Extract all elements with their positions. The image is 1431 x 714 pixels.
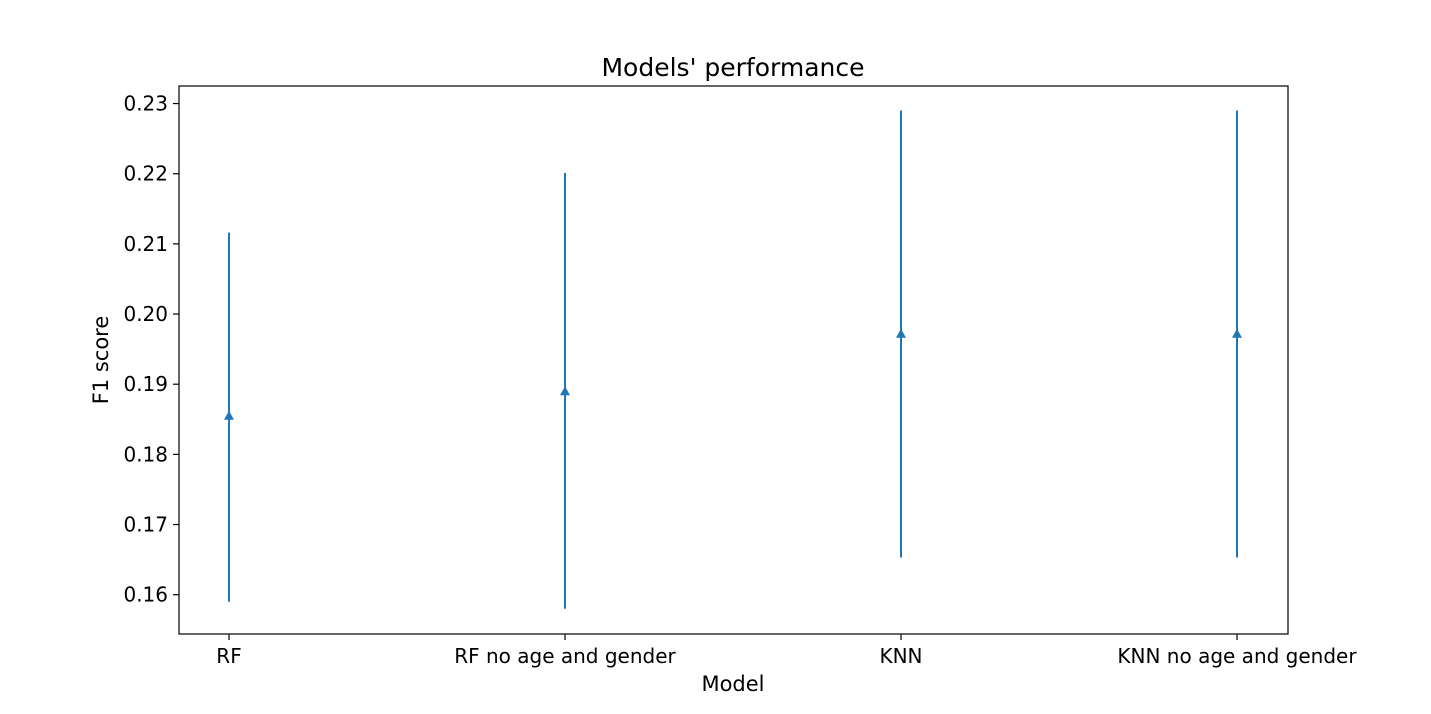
y-tick-label: 0.17 (123, 513, 168, 537)
chart-title: Models' performance (601, 53, 864, 82)
data-point (560, 386, 570, 396)
plot-area (178, 85, 1289, 635)
x-axis-label: Model (701, 672, 764, 696)
x-tick-label: KNN (879, 644, 922, 668)
x-axis: RF RF no age and gender KNN KNN no age and … (216, 634, 1357, 668)
y-tick-label: 0.19 (123, 372, 168, 396)
y-tick-label: 0.18 (123, 442, 168, 466)
y-tick-label: 0.16 (123, 583, 168, 607)
x-tick-label: RF (216, 644, 241, 668)
y-axis-label: F1 score (89, 316, 113, 405)
data-series (224, 110, 1242, 609)
y-tick-label: 0.20 (123, 302, 168, 326)
data-point (1232, 328, 1242, 338)
data-point (896, 328, 906, 338)
y-tick-label: 0.23 (123, 92, 168, 116)
x-tick-label: RF no age and gender (454, 644, 676, 668)
y-tick-label: 0.21 (123, 232, 168, 256)
y-axis: 0.16 0.17 0.18 0.19 0.20 0.21 0.22 0.23 (123, 92, 179, 607)
x-tick-label: KNN no age and gender (1117, 644, 1357, 668)
data-point (224, 410, 234, 420)
y-tick-label: 0.22 (123, 162, 168, 186)
